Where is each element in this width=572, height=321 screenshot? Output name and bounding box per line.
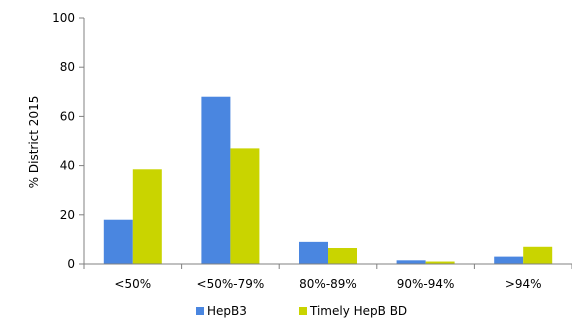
y-tick-label: 0 (67, 257, 75, 271)
bar-timely-hepb-bd (425, 261, 455, 264)
legend: HepB3 Timely HepB BD (196, 304, 407, 318)
y-tick-label: 40 (60, 159, 75, 173)
y-tick-label: 80 (60, 60, 75, 74)
x-tick-label: <50% (114, 277, 151, 291)
bar-hepb3 (201, 96, 231, 264)
x-tick-label: >94% (505, 277, 542, 291)
bar-timely-hepb-bd (132, 169, 162, 264)
bar-timely-hepb-bd (230, 148, 260, 264)
bar-hepb3 (299, 241, 328, 264)
bars (103, 96, 553, 264)
y-tick-label: 100 (52, 11, 75, 25)
x-tick-label: <50%-79% (197, 277, 265, 291)
bar-hepb3 (396, 260, 426, 264)
legend-label: HepB3 (207, 304, 247, 318)
legend-swatch (299, 307, 307, 315)
legend-swatch (196, 307, 204, 315)
y-axis: 0 20 40 60 80 100 (52, 11, 85, 271)
bar-hepb3 (103, 219, 133, 264)
bar-timely-hepb-bd (328, 248, 357, 264)
legend-label: Timely HepB BD (309, 304, 407, 318)
x-axis: <50% <50%-79% 80%-89% 90%-94% >94% (83, 263, 572, 291)
y-axis-label: % District 2015 (27, 96, 41, 189)
y-tick-label: 20 (60, 208, 75, 222)
bar-timely-hepb-bd (523, 246, 553, 264)
y-tick-label: 60 (60, 109, 75, 123)
x-tick-label: 80%-89% (299, 277, 357, 291)
x-tick-label: 90%-94% (397, 277, 455, 291)
bar-hepb3 (494, 256, 524, 264)
